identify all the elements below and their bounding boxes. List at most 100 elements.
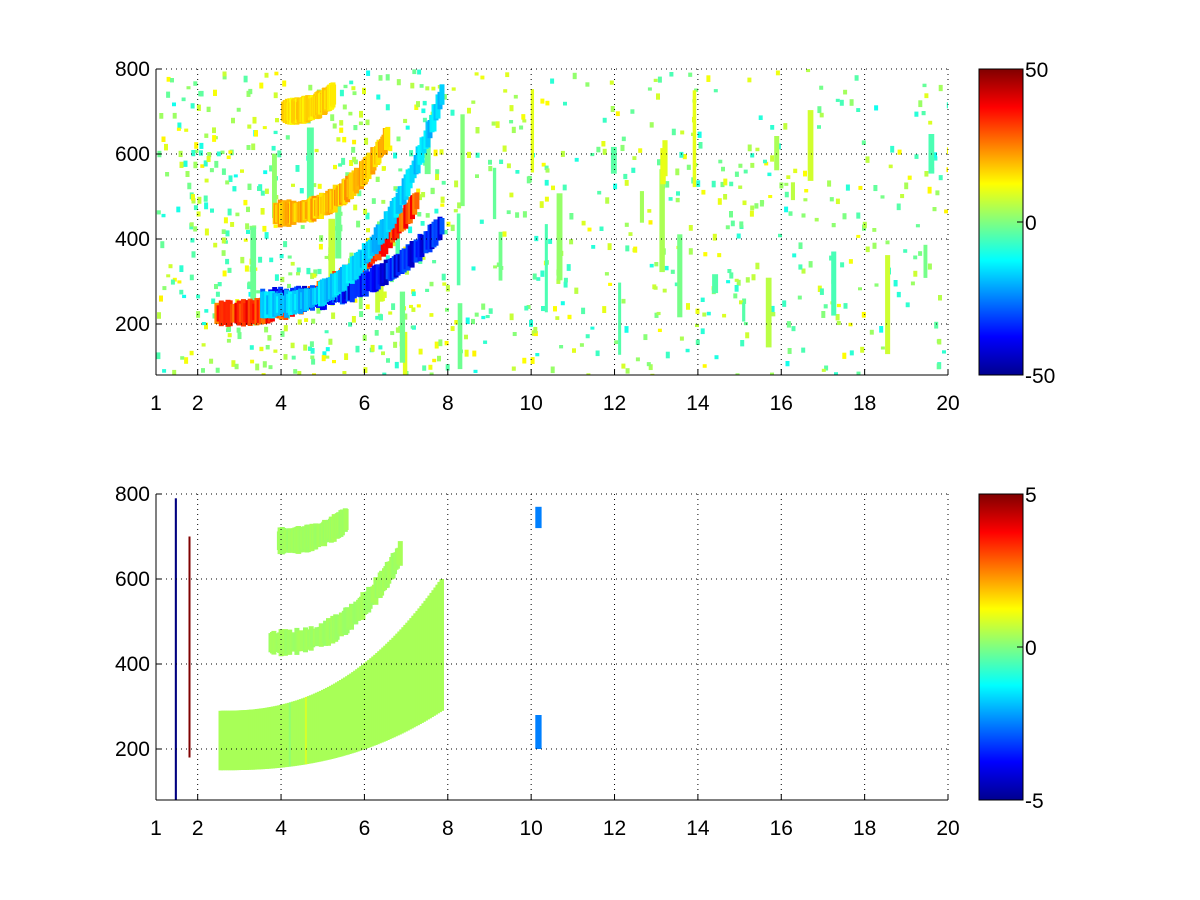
noise-cell (936, 363, 941, 370)
noise-cell (566, 264, 571, 271)
noise-cell (182, 294, 187, 299)
noise-cell (512, 332, 517, 337)
noise-cell (946, 102, 948, 109)
y-tick-label: 600 (115, 568, 150, 591)
noise-cell (283, 241, 288, 248)
noise-cell (251, 143, 256, 151)
noise-cell (375, 176, 380, 182)
noise-streak (272, 153, 277, 218)
noise-cell (560, 301, 565, 306)
feature-streak (535, 506, 542, 529)
noise-cell (422, 117, 427, 123)
x-tick-label: 6 (359, 817, 371, 840)
noise-cell (567, 314, 572, 320)
noise-cell (438, 339, 443, 347)
noise-cell (244, 265, 249, 272)
noise-cell (638, 148, 643, 153)
noise-cell (184, 128, 189, 132)
noise-cell (874, 283, 879, 287)
noise-cell (623, 173, 628, 180)
noise-cell (653, 286, 658, 290)
noise-cell (232, 186, 237, 192)
noise-cell (605, 197, 610, 204)
noise-streak (556, 193, 563, 281)
noise-streak (250, 227, 257, 315)
noise-cell (585, 82, 590, 87)
noise-cell (265, 345, 270, 350)
noise-cell (727, 269, 732, 274)
noise-streak (692, 90, 697, 188)
noise-cell (230, 222, 235, 227)
noise-cell (376, 94, 381, 100)
noise-cell (938, 175, 943, 181)
noise-cell (312, 183, 317, 188)
noise-cell (250, 359, 255, 364)
noise-cell (890, 145, 895, 153)
noise-cell (434, 208, 439, 214)
noise-cell (204, 202, 209, 210)
noise-cell (835, 198, 840, 205)
noise-cell (156, 210, 161, 215)
noise-cell (668, 197, 673, 201)
noise-cell (670, 269, 675, 274)
x-tick-label: 10 (519, 817, 542, 840)
noise-cell (843, 303, 848, 309)
noise-cell (643, 334, 648, 341)
noise-cell (823, 304, 828, 309)
noise-streak (610, 146, 617, 174)
noise-streak (639, 191, 644, 223)
noise-cell (481, 303, 486, 310)
noise-cell (274, 71, 279, 76)
noise-cell (792, 253, 797, 258)
noise-cell (223, 240, 228, 244)
feature-curve (268, 541, 403, 657)
noise-cell (831, 223, 836, 228)
noise-cell (268, 365, 273, 370)
noise-cell (888, 164, 893, 169)
noise-cell (814, 217, 819, 222)
noise-cell (798, 242, 803, 250)
noise-cell (225, 258, 230, 265)
noise-cell (353, 298, 358, 303)
feature-cell (174, 498, 177, 800)
noise-cell (735, 373, 740, 375)
noise-cell (783, 123, 788, 130)
noise-cell (306, 267, 311, 275)
noise-cell (938, 295, 942, 301)
noise-cell (296, 272, 300, 276)
noise-cell (921, 111, 926, 116)
noise-cell (303, 344, 308, 351)
noise-streak (328, 218, 336, 294)
noise-cell (161, 213, 166, 218)
noise-cell (215, 367, 220, 373)
noise-cell (770, 372, 774, 375)
noise-cell (581, 307, 586, 315)
noise-cell (342, 104, 347, 110)
noise-cell (900, 194, 905, 199)
noise-cell (172, 102, 176, 107)
noise-cell (262, 361, 267, 368)
noise-cell (700, 328, 705, 335)
noise-cell (243, 238, 248, 242)
noise-cell (212, 127, 216, 134)
noise-cell (471, 100, 476, 104)
noise-cell (553, 306, 557, 312)
noise-cell (835, 98, 840, 102)
noise-cell (519, 125, 524, 130)
noise-cell (527, 175, 532, 183)
noise-streak (742, 302, 746, 322)
noise-cell (223, 217, 228, 224)
noise-cell (845, 184, 850, 191)
colorbar-gradient (979, 69, 1023, 375)
noise-cell (308, 346, 312, 351)
noise-cell (604, 272, 609, 276)
noise-cell (819, 85, 824, 90)
noise-cell (317, 183, 322, 189)
noise-cell (225, 230, 230, 237)
noise-cell (509, 120, 514, 124)
noise-cell (717, 198, 722, 205)
noise-streak (807, 110, 814, 181)
noise-cell (743, 322, 748, 326)
noise-cell (178, 150, 183, 158)
